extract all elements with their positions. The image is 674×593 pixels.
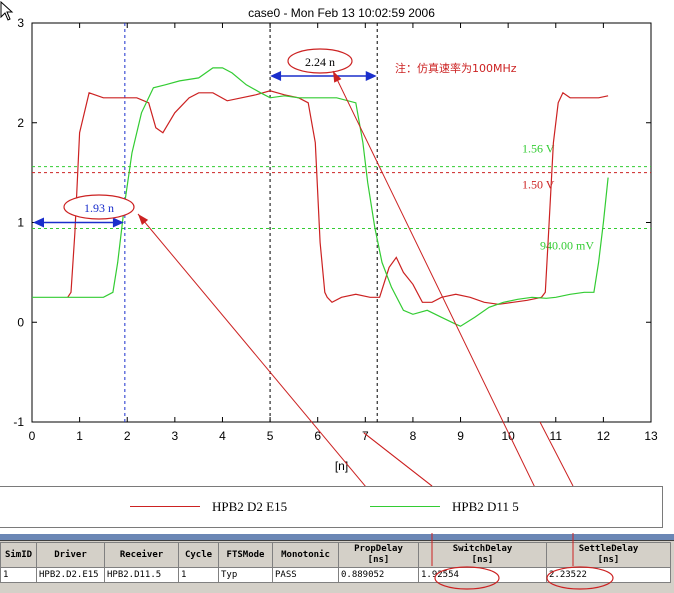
y-tick-label: -1 [13, 415, 24, 429]
x-tick-label: 8 [410, 429, 417, 443]
legend-swatch [370, 506, 440, 507]
x-tick-label: 4 [219, 429, 226, 443]
measure-arrow-1-head-left [33, 217, 44, 228]
col-header[interactable]: Monotonic [272, 542, 339, 568]
legend-swatch [130, 506, 200, 507]
series-line [67, 90, 609, 305]
cell-settledelay: 2.23522 [546, 567, 671, 583]
x-tick-label: 7 [362, 429, 369, 443]
chart-title: case0 - Mon Feb 13 10:02:59 2006 [248, 6, 435, 20]
series-line [32, 67, 609, 327]
col-header[interactable]: Driver [36, 542, 105, 568]
y-tick-label: 1 [17, 216, 24, 230]
note-text: 注：仿真速率为100MHz [395, 61, 517, 75]
legend-item-d11: HPB2 D11 5 [370, 499, 630, 515]
pointer-arrow-settledelay [332, 70, 535, 486]
col-header[interactable]: Cycle [178, 542, 219, 568]
y-tick-label: 3 [17, 16, 24, 30]
measure-label-2: 2.24 n [305, 55, 335, 69]
pointer-arrow-switchdelay [137, 213, 366, 486]
cell-monotonic: PASS [272, 567, 339, 583]
x-tick-label: 6 [314, 429, 321, 443]
measure-label-1: 1.93 n [84, 201, 114, 215]
pointer-arrow-switchdelay-head [138, 214, 149, 226]
x-tick-label: 13 [644, 429, 658, 443]
y-tick-label: 2 [17, 116, 24, 130]
pointer-arrow-settledelay-head [333, 71, 342, 83]
cell-ftsmode: Typ [218, 567, 273, 583]
x-tick-label: 0 [29, 429, 36, 443]
x-tick-label: 2 [124, 429, 131, 443]
results-table: SimID Driver Receiver Cycle FTSMode Mono… [0, 542, 671, 583]
cell-simid: 1 [0, 567, 37, 583]
cell-switchdelay: 1.92554 [418, 567, 547, 583]
legend-label: HPB2 D2 E15 [212, 499, 288, 514]
cursor-arrow-icon [0, 0, 14, 21]
cell-driver: HPB2.D2.E15 [36, 567, 105, 583]
x-tick-label: 10 [501, 429, 515, 443]
measure-arrow-2-head-right [365, 71, 377, 81]
cell-receiver: HPB2.D11.5 [104, 567, 179, 583]
x-tick-label: 9 [457, 429, 464, 443]
col-header[interactable]: SimID [0, 542, 37, 568]
x-tick-label: 5 [267, 429, 274, 443]
highlight-ellipse [63, 194, 135, 220]
col-header[interactable]: FTSMode [218, 542, 273, 568]
x-tick-label: 3 [172, 429, 179, 443]
legend: HPB2 D2 E15 HPB2 D11 5 [0, 486, 663, 528]
results-panel: SimID Driver Receiver Cycle FTSMode Mono… [0, 534, 674, 593]
y-tick-label: 0 [17, 315, 24, 329]
measure-arrow-2-head-left [270, 71, 282, 81]
legend-item-d2: HPB2 D2 E15 [130, 499, 390, 515]
col-header[interactable]: PropDelay [ns] [338, 542, 419, 568]
cell-cycle: 1 [178, 567, 219, 583]
legend-label: HPB2 D11 5 [452, 499, 519, 514]
cell-propdelay: 0.889052 [338, 567, 419, 583]
panel-titlebar [0, 534, 674, 541]
x-tick-label: 12 [597, 429, 611, 443]
table-header-row: SimID Driver Receiver Cycle FTSMode Mono… [0, 542, 671, 568]
col-header[interactable]: Receiver [104, 542, 179, 568]
reference-label: 1.50 V [522, 178, 555, 192]
reference-label: 1.56 V [522, 142, 555, 156]
highlight-ellipse [287, 48, 353, 74]
measure-arrow-1-head-right [112, 217, 124, 228]
reference-label: 940.00 mV [540, 238, 594, 252]
x-tick-label: 11 [550, 429, 563, 443]
x-axis-label: [n] [335, 459, 348, 473]
table-row[interactable]: 1 HPB2.D2.E15 HPB2.D11.5 1 Typ PASS 0.88… [0, 567, 671, 583]
col-header[interactable]: SettleDelay [ns] [546, 542, 671, 568]
x-tick-label: 1 [76, 429, 83, 443]
col-header[interactable]: SwitchDelay [ns] [418, 542, 547, 568]
